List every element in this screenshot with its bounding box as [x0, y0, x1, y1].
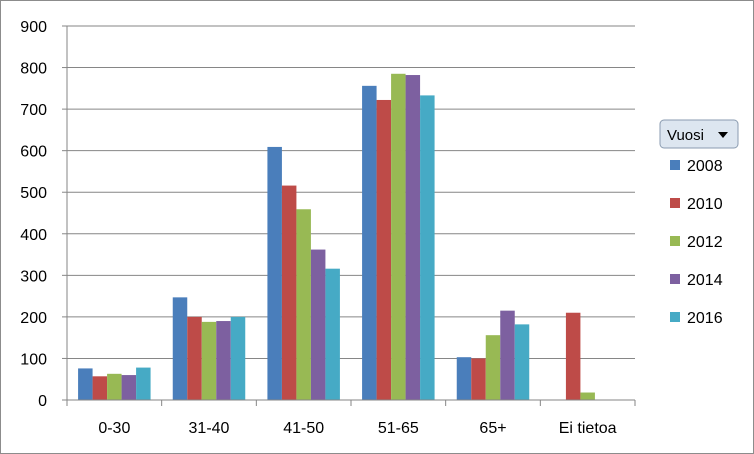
bar-2016-0-30 [136, 367, 151, 400]
bar-2008-0-30 [78, 368, 93, 400]
bar-2016-41-50 [325, 268, 340, 400]
bar-2012-65+ [485, 335, 501, 400]
filter-button-label: Vuosi [667, 127, 704, 144]
x-tick-label: 51-65 [378, 420, 419, 437]
bar-2016-65+ [514, 324, 530, 400]
x-tick-label: 65+ [479, 420, 506, 437]
y-tick-label: 300 [20, 268, 47, 285]
y-tick-label: 500 [20, 185, 47, 202]
bar-2012-0-30 [107, 373, 122, 400]
x-tick-label: Ei tietoa [559, 420, 617, 437]
legend-swatch [670, 274, 680, 284]
bar-2010-51-65 [376, 99, 392, 401]
bar-2010-0-30 [92, 376, 108, 400]
bar-2014-51-65 [405, 75, 421, 400]
bar-2012-51-65 [391, 73, 406, 401]
x-tick-label: 31-40 [189, 420, 230, 437]
bar-2010-31-40 [187, 316, 202, 400]
y-tick-label: 800 [20, 61, 47, 78]
bar-2016-51-65 [420, 95, 435, 401]
bar-2014-41-50 [310, 249, 326, 400]
bar-2010-41-50 [281, 185, 297, 400]
legend-label: 2016 [687, 310, 723, 327]
y-tick-label: 400 [20, 227, 47, 244]
y-tick-label: 600 [20, 144, 47, 161]
legend-label: 2014 [687, 272, 723, 289]
gridlines [67, 25, 635, 359]
bar-2012-31-40 [201, 321, 217, 400]
y-tick-label: 900 [20, 19, 47, 36]
x-tick-label: 0-30 [98, 420, 130, 437]
bar-2008-65+ [456, 357, 472, 400]
bar-2012-41-50 [296, 209, 311, 400]
legend-swatch [670, 236, 680, 246]
bar-2016-31-40 [230, 316, 246, 400]
y-tick-label: 100 [20, 351, 47, 368]
legend: Vuosi 2008 2010 2012 2014 2016 [659, 119, 739, 327]
y-tick-label: 0 [38, 393, 47, 410]
bar-2010-65+ [471, 358, 486, 400]
legend-swatch [670, 312, 680, 322]
bars [78, 73, 595, 401]
bar-2010-Ei tietoa [565, 312, 581, 400]
bar-2014-0-30 [121, 375, 137, 400]
bar-2008-31-40 [172, 297, 188, 400]
year-filter-button[interactable]: Vuosi [659, 119, 739, 149]
legend-swatch [670, 160, 680, 170]
bar-2012-Ei tietoa [580, 392, 595, 400]
bar-2014-31-40 [216, 321, 231, 400]
y-tick-label: 700 [20, 102, 47, 119]
legend-swatch [670, 198, 680, 208]
bar-2008-41-50 [267, 146, 282, 400]
x-axis-ticks: 0-30 31-40 41-50 51-65 65+ Ei tietoa [66, 400, 636, 437]
bar-2008-51-65 [362, 85, 377, 400]
legend-label: 2008 [687, 158, 723, 175]
y-tick-label: 200 [20, 310, 47, 327]
legend-label: 2010 [687, 196, 723, 213]
legend-label: 2012 [687, 234, 723, 251]
x-tick-label: 41-50 [283, 420, 324, 437]
y-axis-ticks: 0 100 200 300 400 500 600 700 800 900 [20, 19, 67, 410]
dropdown-arrow-icon [718, 132, 728, 138]
axes [66, 26, 635, 401]
bar-2014-65+ [500, 310, 515, 400]
filter-button-background [659, 119, 739, 149]
